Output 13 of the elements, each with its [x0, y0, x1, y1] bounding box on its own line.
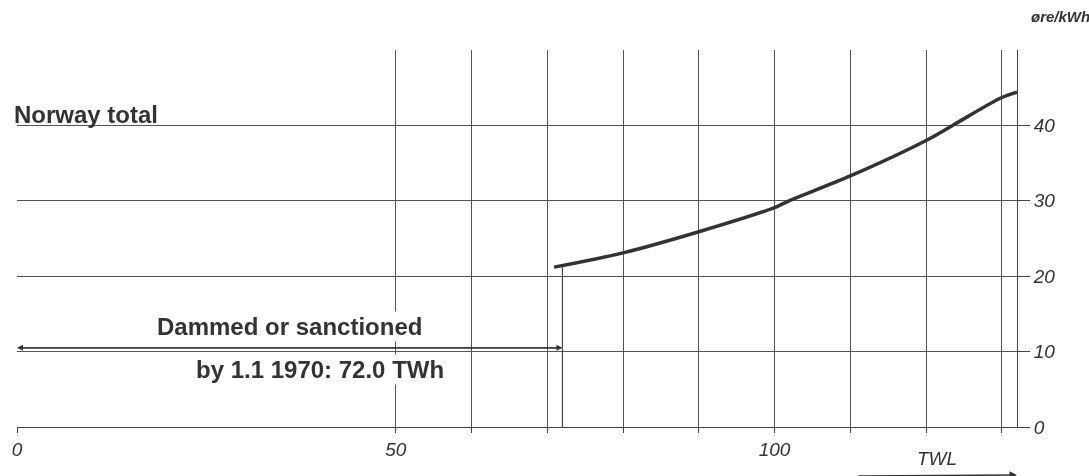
y-tick-label: 40	[1033, 115, 1056, 137]
y-tick-label: 30	[1033, 190, 1056, 212]
ref-line-label: Dammed or sanctioned by 1.1 1970: 72.0 TWh	[157, 313, 445, 383]
x-axis-title: TWL	[917, 448, 958, 469]
line-series	[552, 90, 1017, 269]
y-axis-title: øre/kWh	[1031, 8, 1089, 25]
text: Norway total	[14, 101, 159, 128]
y-tick-label: 20	[1032, 265, 1056, 287]
x-tick-label: 100	[758, 438, 791, 460]
y-tick-label: 10	[1033, 341, 1056, 363]
x-tick-label: 0	[11, 438, 23, 460]
x-tick-label: 50	[385, 438, 407, 460]
y-tick-label: 0	[1033, 416, 1045, 438]
